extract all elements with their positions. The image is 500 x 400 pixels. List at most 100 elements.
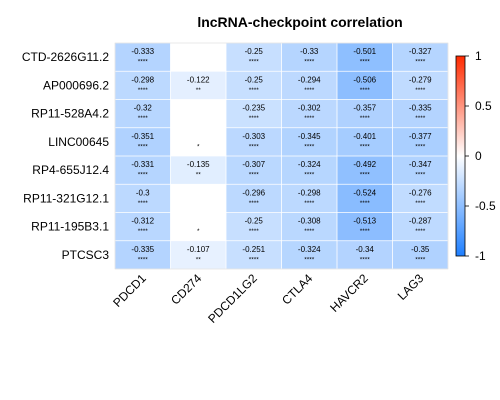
cell-significance-label: ****: [249, 200, 260, 207]
column-label: PDCD1: [110, 271, 149, 310]
heatmap-cell: [170, 43, 226, 72]
colorbar-tick-label: 1: [475, 49, 482, 63]
column-label: CD274: [168, 271, 205, 308]
cell-value-label: -0.135: [187, 160, 210, 169]
cell-value-label: -0.34: [356, 245, 375, 254]
cell-value-label: -0.279: [409, 75, 432, 84]
row-label: RP11-321G12.1: [23, 191, 109, 205]
cell-significance-label: ****: [304, 115, 315, 122]
cell-significance-label: ****: [249, 256, 260, 263]
heatmap-cell: [226, 240, 282, 269]
cell-significance-label: ****: [415, 59, 426, 66]
cell-significance-label: ****: [360, 172, 371, 179]
cell-significance-label: ****: [304, 143, 315, 150]
heatmap-cell: [170, 240, 226, 269]
colorbar: 1 0.5 0 -0.5 -1: [455, 49, 496, 263]
heatmap-cell: [281, 99, 337, 128]
cell-significance-label: **: [196, 256, 202, 263]
cell-significance-label: ****: [304, 256, 315, 263]
heatmap-cell: [226, 156, 282, 185]
heatmap-cell: [337, 240, 393, 269]
heatmap-cells: -0.333****-0.25****-0.33****-0.501****-0…: [115, 43, 448, 269]
cell-significance-label: ****: [249, 115, 260, 122]
heatmap-cell: [115, 71, 171, 100]
cell-value-label: -0.307: [242, 160, 265, 169]
cell-value-label: -0.235: [242, 104, 265, 113]
heatmap-cell: [337, 43, 393, 72]
heatmap-cell: [392, 212, 448, 241]
heatmap-cell: [392, 99, 448, 128]
heatmap-cell: [115, 212, 171, 241]
cell-value-label: -0.331: [131, 160, 154, 169]
heatmap-cell: [170, 184, 226, 213]
column-labels: PDCD1 CD274 PDCD1LG2 CTLA4 HAVCR2 LAG3: [110, 271, 426, 326]
cell-value-label: -0.377: [409, 132, 432, 141]
cell-value-label: -0.296: [242, 188, 265, 197]
cell-value-label: -0.35: [411, 245, 430, 254]
row-label: PTCSC3: [62, 248, 110, 262]
cell-value-label: -0.506: [353, 75, 376, 84]
heatmap-cell: [115, 127, 171, 156]
heatmap-cell: [115, 43, 171, 72]
cell-significance-label: ****: [415, 228, 426, 235]
column-label: LAG3: [395, 271, 427, 303]
cell-value-label: -0.3: [136, 188, 150, 197]
cell-value-label: -0.333: [131, 47, 154, 56]
cell-significance-label: ****: [138, 256, 149, 263]
heatmap-cell: [337, 99, 393, 128]
heatmap-cell: [170, 212, 226, 241]
cell-significance-label: ****: [415, 200, 426, 207]
cell-value-label: -0.347: [409, 160, 432, 169]
cell-value-label: -0.324: [298, 245, 321, 254]
cell-value-label: -0.298: [131, 75, 154, 84]
cell-value-label: -0.122: [187, 75, 210, 84]
cell-significance-label: ****: [249, 87, 260, 94]
heatmap-cell: [115, 240, 171, 269]
cell-significance-label: ****: [360, 200, 371, 207]
cell-significance-label: ****: [138, 115, 149, 122]
heatmap-cell: [281, 71, 337, 100]
heatmap-cell: [226, 71, 282, 100]
chart-title: lncRNA-checkpoint correlation: [197, 14, 402, 30]
cell-value-label: -0.33: [300, 47, 319, 56]
cell-value-label: -0.251: [242, 245, 265, 254]
colorbar-tick-label: -1: [475, 249, 486, 263]
heatmap-cell: [115, 99, 171, 128]
heatmap-cell: [281, 43, 337, 72]
cell-value-label: -0.312: [131, 217, 154, 226]
cell-significance-label: ****: [304, 172, 315, 179]
heatmap-cell: [337, 212, 393, 241]
cell-value-label: -0.501: [353, 47, 376, 56]
cell-value-label: -0.335: [409, 104, 432, 113]
heatmap-cell: [281, 184, 337, 213]
cell-value-label: -0.345: [298, 132, 321, 141]
column-label: HAVCR2: [327, 271, 371, 315]
cell-significance-label: **: [196, 172, 202, 179]
cell-significance-label: ****: [415, 87, 426, 94]
cell-value-label: -0.302: [298, 104, 321, 113]
colorbar-tick-label: 0.5: [475, 99, 492, 113]
cell-value-label: -0.335: [131, 245, 154, 254]
heatmap-cell: [281, 240, 337, 269]
heatmap-cell: [226, 99, 282, 128]
heatmap-cell: [170, 71, 226, 100]
cell-significance-label: ****: [304, 200, 315, 207]
cell-significance-label: ****: [360, 87, 371, 94]
cell-value-label: -0.324: [298, 160, 321, 169]
row-label: RP11-528A4.2: [31, 107, 109, 121]
cell-significance-label: ****: [360, 115, 371, 122]
cell-significance-label: ****: [138, 87, 149, 94]
cell-value-label: -0.25: [245, 217, 264, 226]
heatmap-cell: [226, 184, 282, 213]
cell-value-label: -0.294: [298, 75, 321, 84]
cell-significance-label: ****: [249, 172, 260, 179]
heatmap-cell: [281, 127, 337, 156]
heatmap-cell: [115, 184, 171, 213]
cell-significance-label: ****: [304, 87, 315, 94]
heatmap-cell: [337, 127, 393, 156]
cell-value-label: -0.327: [409, 47, 432, 56]
heatmap-cell: [170, 99, 226, 128]
cell-significance-label: ****: [360, 59, 371, 66]
cell-significance-label: ****: [415, 256, 426, 263]
